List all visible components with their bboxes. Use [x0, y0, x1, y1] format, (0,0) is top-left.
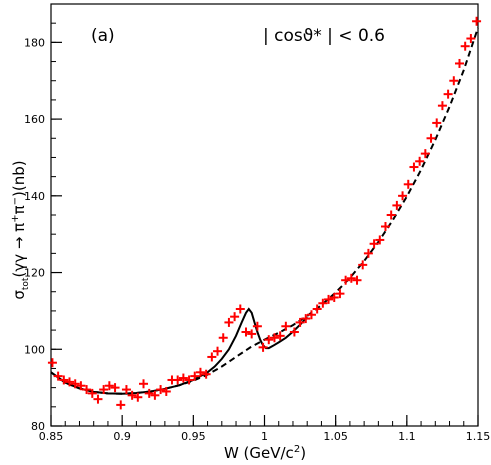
data-point	[380, 222, 390, 232]
data-point	[358, 260, 368, 270]
x-tick-label: 1.05	[323, 430, 348, 443]
data-point	[121, 385, 131, 395]
x-tick-label: 0.85	[39, 430, 64, 443]
data-point	[432, 118, 442, 128]
data-point	[65, 377, 75, 387]
data-point	[415, 156, 425, 166]
data-point	[312, 304, 322, 314]
data-point	[144, 388, 154, 398]
data-point	[306, 310, 316, 320]
data-point	[218, 333, 228, 343]
data-point	[104, 381, 114, 391]
data-point	[82, 385, 92, 395]
data-point	[213, 346, 223, 356]
panel-label: (a)	[91, 26, 115, 46]
x-axis-title: W (GeV/c2)	[224, 444, 306, 462]
data-point	[352, 275, 362, 285]
y-tick-label: 120	[24, 267, 45, 280]
data-point	[460, 41, 470, 51]
x-tick-label: 1.15	[466, 430, 491, 443]
data-point	[409, 162, 419, 172]
data-point	[443, 89, 453, 99]
data-point	[133, 392, 143, 402]
data-point	[341, 275, 351, 285]
data-point	[324, 294, 334, 304]
data-point	[375, 235, 385, 245]
data-point	[392, 200, 402, 210]
data-point	[178, 373, 188, 383]
data-point	[99, 385, 109, 395]
data-point	[264, 335, 274, 345]
data-point	[472, 16, 482, 26]
data-point	[116, 400, 126, 410]
data-point	[369, 239, 379, 249]
data-point	[184, 375, 194, 385]
data-point	[403, 179, 413, 189]
data-point	[150, 390, 160, 400]
data-point	[301, 314, 311, 324]
angle-cut-annotation: | cosϑ* | < 0.6	[263, 26, 385, 46]
data-point	[93, 394, 103, 404]
data-point	[289, 327, 299, 337]
data-point	[161, 386, 171, 396]
x-tick-labels: 0.85 0.9 0.95 1 1.05 1.1 1.15	[39, 430, 491, 443]
data-point	[346, 273, 356, 283]
y-axis-title: σtot(γγ → π+π−)(nb)	[10, 160, 31, 299]
data-point	[363, 248, 373, 258]
data-point	[281, 321, 291, 331]
data-point	[437, 101, 447, 111]
data-point	[449, 76, 459, 86]
data-point	[329, 292, 339, 302]
data-point	[247, 329, 257, 339]
data-point	[47, 358, 57, 368]
x-tick-label: 1.1	[398, 430, 416, 443]
y-tick-label: 100	[24, 343, 45, 356]
data-point	[207, 352, 217, 362]
data-point	[466, 34, 476, 44]
y-tick-label: 180	[24, 36, 45, 49]
data-point	[53, 371, 63, 381]
x-tick-label: 0.9	[113, 430, 131, 443]
data-point	[398, 191, 408, 201]
data-point	[426, 133, 436, 143]
data-point	[335, 289, 345, 299]
data-point	[70, 379, 80, 389]
data-point	[269, 333, 279, 343]
data-point	[258, 342, 268, 352]
data-point	[156, 385, 166, 395]
data-point	[110, 383, 120, 393]
data-point	[201, 369, 211, 379]
data-point	[139, 379, 149, 389]
data-point	[235, 304, 245, 314]
data-point	[173, 375, 183, 385]
y-tick-label: 140	[24, 190, 45, 203]
axis-ticks	[50, 3, 479, 427]
x-tick-label: 0.95	[181, 430, 206, 443]
data-point	[87, 388, 97, 398]
y-tick-label: 160	[24, 113, 45, 126]
data-point	[195, 367, 205, 377]
data-point	[59, 375, 69, 385]
y-tick-labels: 80 100 120 140 160 180	[24, 36, 45, 433]
data-point	[224, 317, 234, 327]
solid-fit-curve	[50, 307, 308, 395]
data-point	[275, 331, 285, 341]
data-point	[295, 317, 305, 327]
data-points	[47, 16, 482, 410]
data-point	[386, 210, 396, 220]
data-point	[318, 298, 328, 308]
data-point	[190, 371, 200, 381]
data-point	[76, 381, 86, 391]
plot-frame	[50, 3, 479, 427]
data-point	[241, 327, 251, 337]
data-point	[454, 58, 464, 68]
data-point	[420, 149, 430, 159]
x-tick-label: 1	[261, 430, 268, 443]
data-point	[252, 321, 262, 331]
data-point	[230, 312, 240, 322]
y-tick-label: 80	[31, 420, 45, 433]
data-point	[127, 390, 137, 400]
